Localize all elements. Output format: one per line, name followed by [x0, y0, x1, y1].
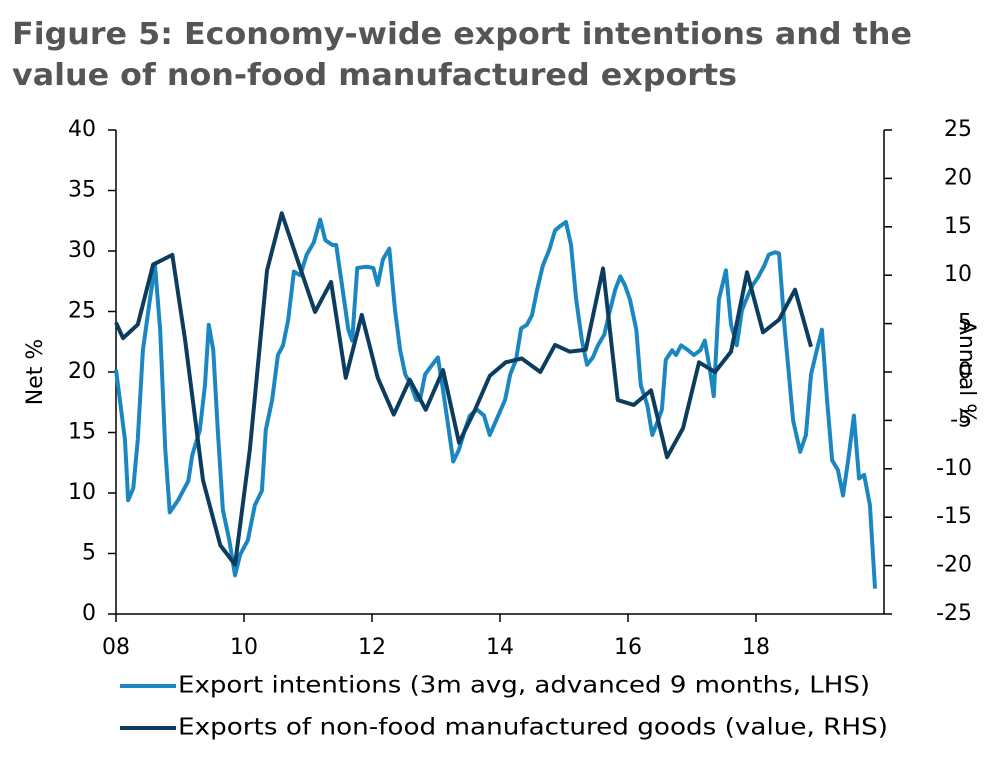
x-tick-label: 16 [614, 635, 642, 660]
x-tick-label: 12 [358, 635, 386, 660]
y2-tick-label: -5 [950, 407, 972, 432]
y-tick-label: 15 [68, 420, 96, 445]
data-line [114, 217, 878, 589]
y2-tick-label: -20 [936, 553, 972, 578]
y-tick-label: 5 [82, 541, 96, 566]
y-tick-label: 25 [68, 299, 96, 324]
y2-axis-title: Annual % [954, 320, 979, 424]
y-axis-title: Net % [23, 339, 48, 406]
y2-tick-label: 25 [944, 117, 972, 142]
y2-tick-label: -10 [936, 456, 972, 481]
legend-label: Export intentions (3m avg, advanced 9 mo… [178, 673, 870, 699]
y-tick-label: 40 [68, 117, 96, 142]
chart-title: Figure 5: Economy-wide export intentions… [12, 17, 912, 52]
legend-label: Exports of non-food manufactured goods (… [178, 715, 888, 741]
data-line [114, 211, 813, 567]
x-tick-label: 08 [102, 635, 130, 660]
y2-tick-label: 15 [944, 214, 972, 239]
y-tick-label: 30 [68, 238, 96, 263]
x-tick-label: 18 [742, 635, 770, 660]
x-tick-label: 14 [486, 635, 514, 660]
chart-title: value of non-food manufactured exports [12, 58, 737, 93]
y-tick-label: 10 [68, 480, 96, 505]
y-tick-label: 35 [68, 178, 96, 203]
y2-tick-label: 20 [944, 165, 972, 190]
y2-tick-label: 5 [958, 311, 972, 336]
x-tick-label: 10 [230, 635, 258, 660]
y-tick-label: 20 [68, 359, 96, 384]
y-tick-label: 0 [82, 601, 96, 626]
y2-tick-label: 10 [944, 262, 972, 287]
y2-tick-label: -15 [936, 504, 972, 529]
y2-tick-label: -25 [936, 601, 972, 626]
y2-tick-label: 0 [958, 359, 972, 384]
